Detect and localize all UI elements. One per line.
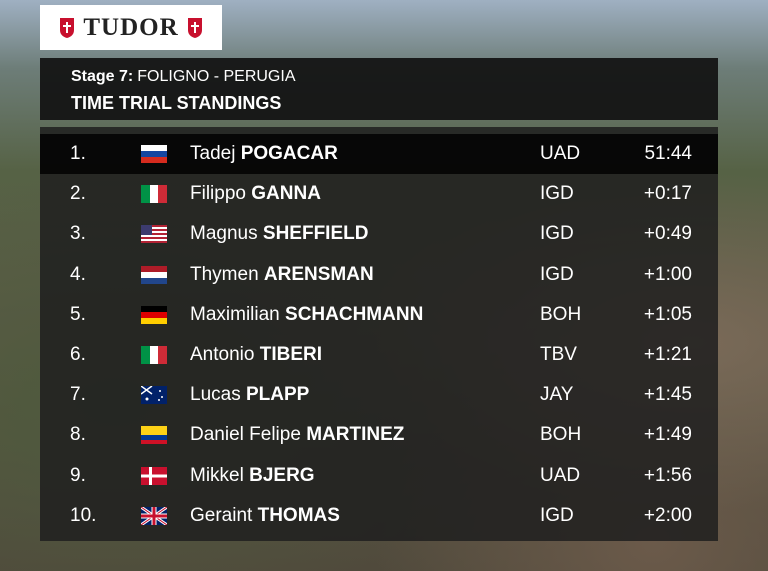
rider-name: Thymen ARENSMAN (190, 264, 374, 286)
team: JAY (540, 384, 574, 406)
country-flag (141, 466, 167, 485)
rank: 7. (70, 384, 86, 406)
rank: 2. (70, 183, 86, 205)
rider-name: Lucas PLAPP (190, 384, 309, 406)
team: IGD (540, 183, 574, 205)
last-name: SHEFFIELD (262, 223, 369, 245)
first-name: Filippo (190, 183, 246, 205)
standings-row: 3. Magnus SHEFFIELD IGD +0:49 (40, 214, 718, 254)
stage-line: Stage 7: FOLIGNO - PERUGIA (71, 68, 296, 86)
standings-row: 1. Tadej POGACAR UAD 51:44 (40, 134, 718, 174)
time: +2:00 (643, 504, 692, 526)
last-name: PLAPP (245, 384, 310, 406)
header: Stage 7: FOLIGNO - PERUGIA TIME TRIAL STA… (40, 58, 718, 120)
team: IGD (540, 504, 574, 526)
rank: 8. (70, 424, 86, 446)
first-name: Geraint (190, 504, 253, 526)
standings-row: 4. Thymen ARENSMAN IGD +1:00 (40, 255, 718, 295)
rank: 9. (70, 464, 86, 486)
country-flag (141, 305, 167, 324)
time: +1:45 (643, 384, 692, 406)
shield (60, 17, 75, 38)
first-name: Tadej (190, 143, 236, 164)
country-flag (141, 185, 167, 204)
standings-row: 9. Mikkel BJERG UAD +1:56 (40, 456, 718, 496)
rider-name: Geraint THOMAS (190, 505, 340, 527)
country-flag (141, 346, 167, 364)
standings-row: 2. Filippo GANNA IGD +0:17 (40, 174, 718, 214)
standings-row: 8. Daniel Felipe MARTINEZ BOH +1:49 (40, 415, 718, 455)
standings-row: 5. Maximilian SCHACHMANN BOH +1:05 (40, 295, 718, 335)
first-name: Mikkel (190, 464, 244, 486)
rider-name: Filippo GANNA (190, 183, 321, 205)
team: UAD (540, 464, 581, 486)
rider-name: Antonio TIBERI (190, 344, 322, 366)
team: BOH (540, 303, 582, 325)
standings-title: TIME TRIAL STANDINGS (71, 93, 282, 113)
country-flag (141, 145, 167, 163)
rider-name: Maximilian SCHACHMANN (190, 304, 423, 326)
last-name: BJERG (249, 464, 315, 486)
rider-name: Magnus SHEFFIELD (190, 223, 368, 245)
time: +1:49 (643, 424, 692, 446)
last-name: THOMAS (257, 504, 340, 526)
first-name: Maximilian (190, 303, 280, 325)
first-name: Daniel Felipe (190, 424, 301, 446)
last-name: ARENSMAN (263, 263, 374, 285)
standings-row: 6. Antonio TIBERI TBV +1:21 (40, 335, 718, 375)
time: +1:56 (643, 464, 692, 486)
last-name: TIBERI (259, 344, 323, 365)
country-flag (141, 265, 167, 284)
team: IGD (540, 223, 574, 245)
route: FOLIGNO - PERUGIA (137, 68, 296, 85)
rank: 10. (70, 504, 97, 526)
time: +0:17 (643, 183, 692, 205)
time: 51:44 (644, 143, 692, 164)
sponsor-logo: TUDOR (40, 5, 222, 50)
time: +1:21 (643, 344, 692, 365)
time: +1:05 (643, 303, 692, 325)
rider-name: Daniel Felipe MARTINEZ (190, 424, 404, 446)
team: IGD (540, 263, 574, 285)
sponsor-name: TUDOR (83, 13, 179, 41)
rank: 5. (70, 303, 86, 325)
rank: 4. (70, 263, 86, 285)
team: TBV (540, 344, 577, 365)
time: +1:00 (643, 263, 692, 285)
first-name: Antonio (190, 344, 255, 365)
standings-table: 1. Tadej POGACAR UAD 51:44 2. Filippo GANNA IG… (40, 127, 718, 541)
rider-name: Mikkel BJERG (190, 465, 315, 487)
standings-row: 7. Lucas PLAPP JAY +1:45 (40, 375, 718, 415)
team: BOH (540, 424, 582, 446)
country-flag (141, 386, 167, 405)
rank: 6. (70, 344, 86, 365)
standings-row: 10. Geraint THOMAS IGD +2:00 (40, 496, 718, 536)
country-flag (141, 506, 167, 525)
first-name: Thymen (190, 263, 259, 285)
first-name: Magnus (190, 223, 258, 245)
shield (187, 17, 202, 38)
last-name: POGACAR (240, 143, 338, 164)
stage-label: Stage 7: (71, 68, 134, 85)
country-flag (141, 225, 167, 244)
team: UAD (540, 143, 581, 164)
rider-name: Tadej POGACAR (190, 143, 338, 165)
last-name: SCHACHMANN (285, 303, 424, 325)
last-name: MARTINEZ (306, 424, 405, 446)
rank: 3. (70, 223, 86, 245)
country-flag (141, 426, 167, 445)
last-name: GANNA (251, 183, 321, 205)
first-name: Lucas (190, 384, 241, 406)
time: +0:49 (643, 223, 692, 245)
rank: 1. (70, 143, 86, 164)
